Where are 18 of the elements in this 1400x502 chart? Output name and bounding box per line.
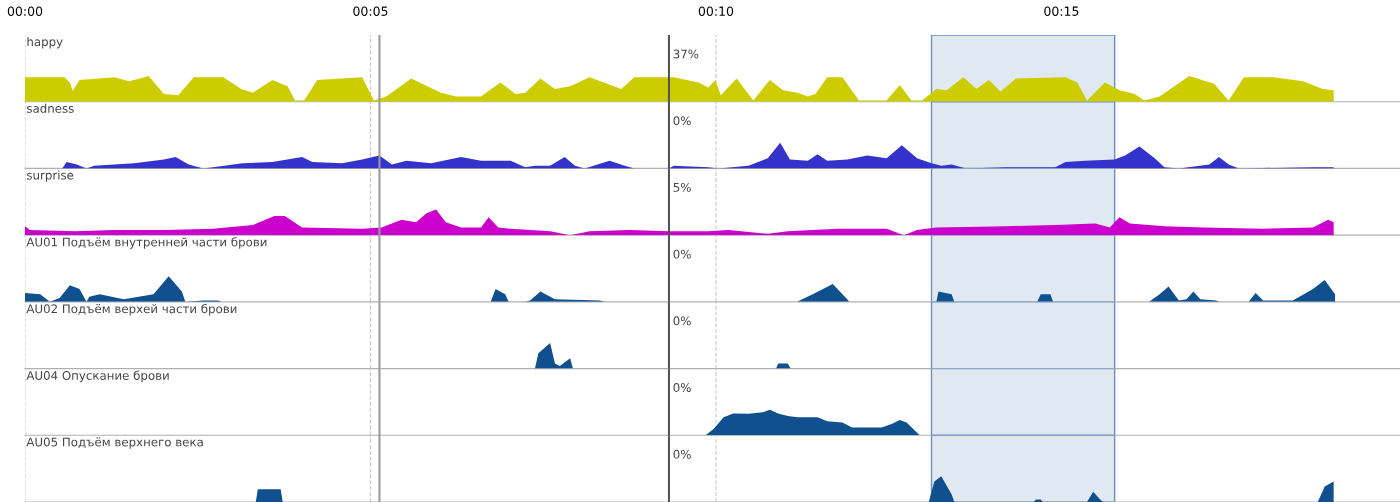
x-tick-label: 00:05: [353, 6, 388, 16]
chart-title: AU04 Опускание брови: [26, 370, 169, 383]
text: 0%: [673, 449, 691, 459]
chart-title: surprise: [27, 170, 74, 182]
text: 0%: [673, 383, 691, 393]
chart-title: AU01 Подъём внутренней части брови: [26, 237, 267, 249]
x-tick-label: 00:10: [698, 6, 734, 16]
x-tick-label: 00:15: [1044, 6, 1079, 16]
chart-title: AU02 Подъём верхей части брови: [26, 303, 237, 316]
text: 0%: [673, 316, 691, 326]
chart-title: AU05 Подъём верхнего века: [26, 437, 203, 449]
x-tick-label: 00:00: [7, 6, 43, 16]
text: 0%: [673, 249, 691, 259]
chart-title: happy: [27, 37, 63, 49]
text: 37%: [673, 49, 699, 59]
chart-title: sadness: [27, 103, 74, 113]
text: 0%: [673, 116, 691, 126]
text: 5%: [673, 182, 691, 192]
